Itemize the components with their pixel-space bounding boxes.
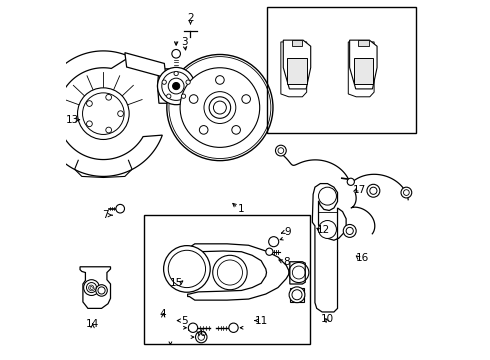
Polygon shape [281,42,307,97]
Circle shape [209,97,231,118]
Polygon shape [80,267,111,309]
Circle shape [116,204,124,213]
Circle shape [214,101,226,114]
Text: 10: 10 [321,314,334,324]
Polygon shape [354,58,373,84]
Circle shape [106,94,112,100]
Text: 9: 9 [285,227,292,237]
Circle shape [167,94,171,98]
Circle shape [367,184,380,197]
Circle shape [318,187,337,205]
Polygon shape [157,69,195,103]
Text: 14: 14 [86,319,99,329]
Circle shape [266,248,273,255]
Text: 12: 12 [317,225,330,235]
Circle shape [106,127,112,133]
Text: 16: 16 [356,253,369,263]
Circle shape [84,280,99,296]
Polygon shape [313,184,346,312]
Text: 4: 4 [160,310,167,319]
Circle shape [181,94,186,98]
Circle shape [196,331,207,343]
Circle shape [199,126,208,134]
Text: 13: 13 [66,115,79,125]
Circle shape [96,285,107,296]
Polygon shape [188,244,290,300]
Circle shape [275,145,286,156]
Circle shape [242,95,250,103]
Text: 11: 11 [254,316,268,325]
Bar [267,7,416,133]
Text: 6: 6 [199,328,206,338]
Text: 15: 15 [170,278,183,288]
Text: 3: 3 [181,37,188,47]
Polygon shape [358,40,369,46]
Circle shape [216,76,224,84]
Circle shape [269,237,279,247]
Polygon shape [292,40,302,46]
Polygon shape [290,262,305,284]
Polygon shape [287,58,307,84]
Text: 17: 17 [353,185,367,195]
Circle shape [401,187,412,198]
Circle shape [204,92,236,123]
Circle shape [87,121,92,127]
Circle shape [118,111,123,117]
Circle shape [77,88,129,139]
Circle shape [232,126,241,134]
Polygon shape [290,288,304,302]
Circle shape [229,323,238,332]
Circle shape [172,82,180,90]
Circle shape [189,95,198,103]
Text: 1: 1 [238,204,245,215]
Circle shape [180,68,260,147]
Circle shape [318,221,337,238]
Circle shape [186,80,190,84]
Circle shape [174,71,178,76]
Circle shape [347,178,354,185]
Polygon shape [125,53,166,78]
Circle shape [164,246,210,292]
Circle shape [289,287,305,303]
Text: 7: 7 [102,210,109,220]
Circle shape [167,54,273,161]
Circle shape [213,255,247,290]
Polygon shape [41,51,162,176]
Circle shape [172,49,180,58]
Polygon shape [283,40,311,89]
Circle shape [162,80,167,84]
Text: 5: 5 [181,316,188,325]
Circle shape [87,101,92,107]
Polygon shape [348,42,374,97]
Text: 2: 2 [187,13,194,23]
Polygon shape [350,40,377,89]
Bar [144,215,310,344]
Text: 8: 8 [283,257,290,267]
Circle shape [343,225,356,237]
Circle shape [157,67,195,105]
Circle shape [188,323,197,332]
